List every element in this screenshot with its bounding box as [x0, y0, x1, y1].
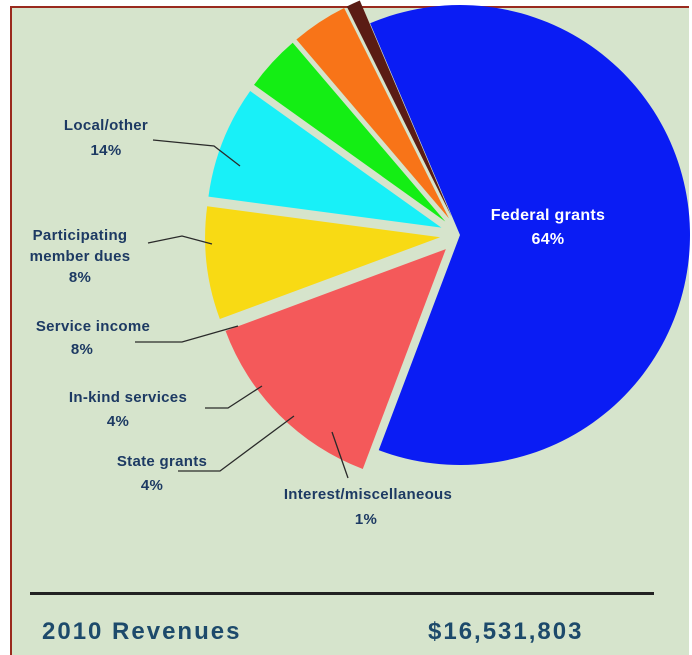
label-local-pct: 14%	[91, 142, 122, 159]
label-dues-line2: member dues	[30, 248, 131, 265]
label-local-name: Local/other	[64, 117, 148, 134]
pie-chart: Federal grants 64% Local/other 14% Parti…	[0, 0, 692, 600]
label-dues-line1: Participating	[33, 227, 128, 244]
label-state-pct: 4%	[141, 477, 163, 494]
label-dues-pct: 8%	[69, 269, 91, 286]
label-interest-name: Interest/miscellaneous	[284, 486, 452, 503]
label-state-name: State grants	[117, 453, 207, 470]
footer-title: 2010 Revenues	[42, 618, 241, 646]
label-federal-name: Federal grants	[491, 207, 605, 224]
label-service-pct: 8%	[71, 341, 93, 358]
label-inkind-name: In-kind services	[69, 389, 187, 406]
footer-divider	[30, 592, 654, 595]
leader-line-dues	[148, 236, 212, 244]
label-federal-pct: 64%	[532, 231, 565, 248]
label-interest-pct: 1%	[355, 511, 377, 528]
pie-slices	[205, 1, 690, 469]
label-inkind-pct: 4%	[107, 413, 129, 430]
footer-total: $16,531,803	[428, 618, 583, 646]
leader-line-inkind	[205, 386, 262, 408]
leader-line-service	[135, 326, 238, 342]
label-service-name: Service income	[36, 318, 150, 335]
